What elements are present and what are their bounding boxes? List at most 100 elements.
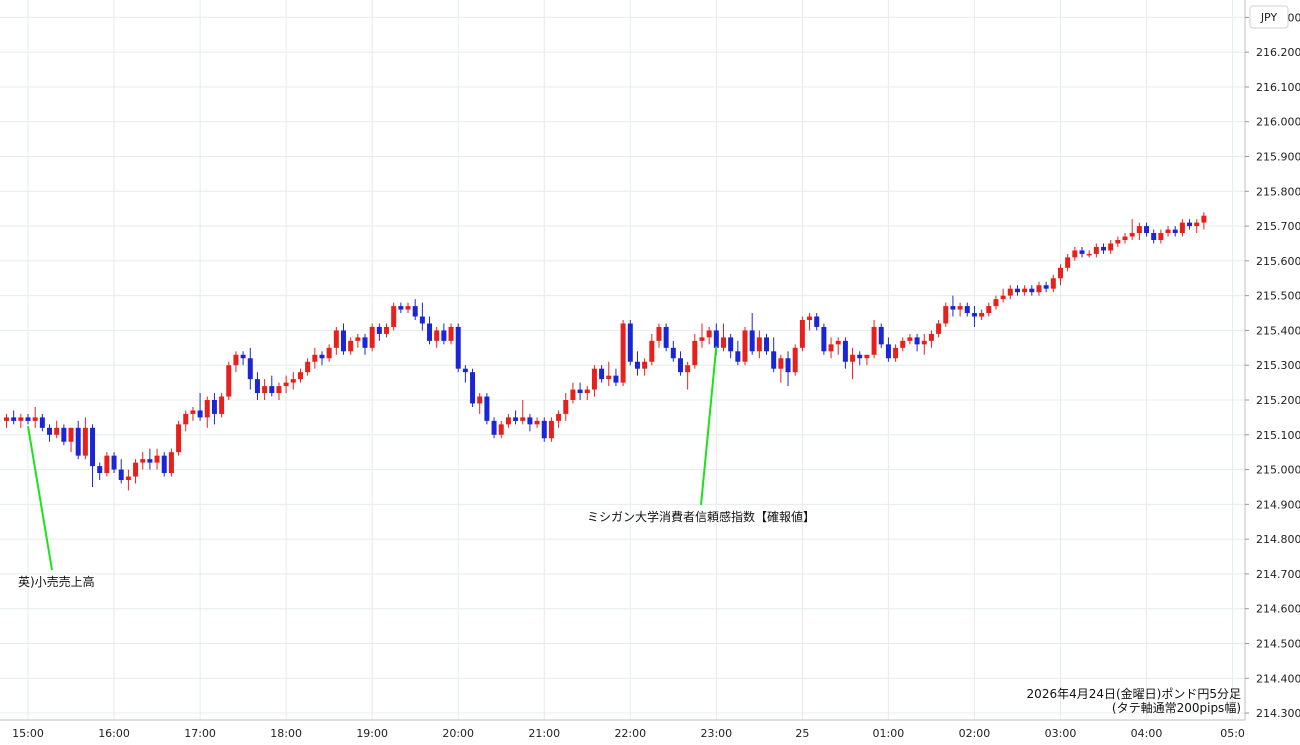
candle-body: [850, 354, 856, 362]
candle-body: [355, 337, 361, 341]
y-tick-label: 214.400: [1256, 672, 1300, 685]
candle-body: [312, 354, 318, 362]
candle-body: [1093, 246, 1099, 254]
candle-body: [97, 466, 103, 474]
candle-body: [591, 368, 597, 390]
candle-body: [513, 417, 519, 421]
candle-body: [405, 306, 411, 310]
candle-body: [11, 417, 17, 421]
candle-body: [233, 354, 239, 366]
candle-body: [943, 306, 949, 324]
candle-body: [857, 354, 863, 359]
candle-body: [964, 306, 970, 314]
candle-body: [749, 330, 755, 352]
candle-body: [663, 326, 669, 348]
y-tick-label: 215.300: [1256, 359, 1300, 372]
candle-body: [376, 326, 382, 334]
candle-body: [893, 347, 899, 359]
x-tick-label: 17:00: [184, 727, 216, 740]
candle-body: [928, 333, 934, 341]
candle-body: [1057, 267, 1063, 279]
candle-body: [642, 361, 648, 369]
candle-body: [656, 326, 662, 341]
y-tick-label: 214.800: [1256, 533, 1300, 546]
candle-body: [1144, 226, 1150, 234]
candle-body: [756, 337, 762, 352]
candle-body: [1036, 285, 1042, 293]
y-tick-label: 216.100: [1256, 81, 1300, 94]
candle-body: [1172, 229, 1178, 234]
candle-body: [1101, 246, 1107, 251]
x-tick-label: 03:00: [1045, 727, 1077, 740]
candle-body: [412, 306, 418, 317]
candle-body: [620, 323, 626, 383]
candle-body: [491, 420, 497, 435]
annotation-pointer-line: [27, 426, 53, 571]
x-tick-label: 19:00: [356, 727, 388, 740]
candle-body: [1187, 222, 1193, 227]
candle-body: [1151, 233, 1157, 240]
candle-body: [799, 320, 805, 348]
candle-body: [176, 424, 182, 453]
annotations: 英)小売売上高 ミシガン大学消費者信頼感指数【確報値】: [18, 346, 815, 589]
candle-body: [61, 427, 67, 442]
candle-body: [742, 330, 748, 362]
candle-body: [305, 361, 311, 373]
candle-body: [599, 368, 605, 380]
candle-body: [1079, 250, 1085, 254]
candle-body: [685, 365, 691, 373]
candle-body: [204, 400, 210, 418]
candle-body: [190, 410, 196, 414]
candle-body: [319, 354, 325, 359]
y-tick-label: 214.900: [1256, 498, 1300, 511]
x-tick-label: 18:00: [270, 727, 302, 740]
candle-body: [111, 455, 117, 470]
candle-body: [764, 337, 770, 352]
candle-body: [584, 389, 590, 394]
candle-body: [484, 396, 490, 421]
candle-body: [821, 326, 827, 352]
candle-body: [448, 326, 454, 341]
x-tick-label: 23:00: [700, 727, 732, 740]
candle-body: [441, 330, 447, 341]
candle-body: [1014, 288, 1020, 293]
candle-body: [340, 330, 346, 352]
x-tick-label: 22:00: [614, 727, 646, 740]
candle-body: [226, 365, 232, 397]
candle-body: [634, 361, 640, 369]
candle-body: [864, 354, 870, 359]
candle-body: [183, 413, 189, 425]
y-tick-label: 215.200: [1256, 394, 1300, 407]
candle-body: [269, 386, 275, 394]
candle-body: [606, 375, 612, 380]
candle-body: [979, 313, 985, 317]
x-tick-label: 25: [795, 727, 809, 740]
candle-body: [161, 455, 167, 474]
candle-body: [477, 396, 483, 404]
candle-body: [75, 427, 81, 456]
candle-body: [577, 389, 583, 394]
x-tick-label: 20:00: [442, 727, 474, 740]
candle-body: [563, 400, 569, 414]
candle-body: [771, 351, 777, 369]
chart-footnote-line-1: 2026年4月24日(金曜日)ポンド円5分足: [1027, 686, 1241, 701]
candle-body: [613, 375, 619, 383]
candle-body: [470, 372, 476, 404]
candle-body: [90, 427, 96, 467]
candle-body: [570, 389, 576, 400]
candle-body: [728, 337, 734, 352]
candle-body: [527, 417, 533, 425]
candle-body: [1043, 285, 1049, 289]
candle-body: [1050, 278, 1056, 289]
candle-body: [104, 455, 110, 474]
candle-body: [1000, 295, 1006, 300]
y-tick-label: 215.900: [1256, 151, 1300, 164]
candle-body: [25, 417, 31, 421]
annotation-label: ミシガン大学消費者信頼感指数【確報値】: [587, 509, 815, 524]
y-tick-label: 215.700: [1256, 220, 1300, 233]
candle-body: [921, 340, 927, 345]
candle-body: [147, 459, 153, 463]
candle-body: [455, 326, 461, 369]
candle-body: [333, 330, 339, 348]
